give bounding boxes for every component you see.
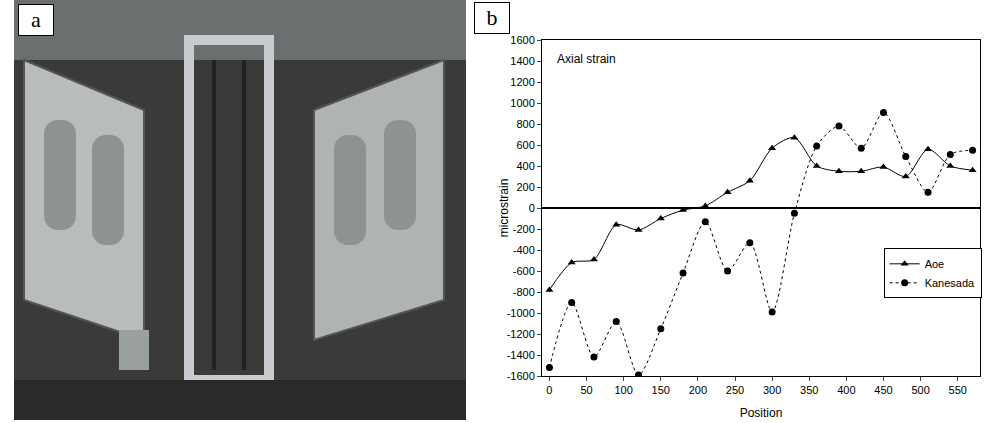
svg-text:-1400: -1400 [507, 349, 535, 361]
svg-text:300: 300 [763, 384, 781, 396]
svg-text:Aoe: Aoe [925, 258, 945, 270]
svg-text:200: 200 [516, 181, 534, 193]
svg-text:1600: 1600 [510, 34, 534, 46]
svg-text:550: 550 [949, 384, 967, 396]
svg-text:150: 150 [652, 384, 670, 396]
svg-text:600: 600 [516, 139, 534, 151]
svg-text:450: 450 [874, 384, 892, 396]
svg-text:0: 0 [546, 384, 552, 396]
svg-text:350: 350 [800, 384, 818, 396]
svg-text:1000: 1000 [510, 97, 534, 109]
svg-text:-1600: -1600 [507, 370, 535, 382]
svg-text:800: 800 [516, 118, 534, 130]
svg-text:100: 100 [614, 384, 632, 396]
svg-text:Position: Position [740, 406, 783, 420]
svg-text:250: 250 [726, 384, 744, 396]
svg-text:-400: -400 [513, 244, 535, 256]
svg-text:Axial strain: Axial strain [557, 52, 616, 66]
svg-text:1400: 1400 [510, 55, 534, 67]
svg-text:-200: -200 [513, 223, 535, 235]
html-text:a: a [31, 7, 41, 32]
svg-text:1200: 1200 [510, 76, 534, 88]
svg-text:-800: -800 [513, 286, 535, 298]
svg-text:200: 200 [689, 384, 707, 396]
svg-text:0: 0 [529, 202, 535, 214]
svg-text:500: 500 [911, 384, 929, 396]
svg-text:-1000: -1000 [507, 307, 535, 319]
svg-text:-600: -600 [513, 265, 535, 277]
svg-text:Kanesada: Kanesada [925, 277, 975, 289]
html-text:b: b [486, 5, 498, 30]
svg-text:microstrain: microstrain [497, 179, 511, 238]
svg-text:400: 400 [516, 160, 534, 172]
svg-text:-1200: -1200 [507, 328, 535, 340]
svg-text:50: 50 [580, 384, 592, 396]
svg-text:400: 400 [837, 384, 855, 396]
